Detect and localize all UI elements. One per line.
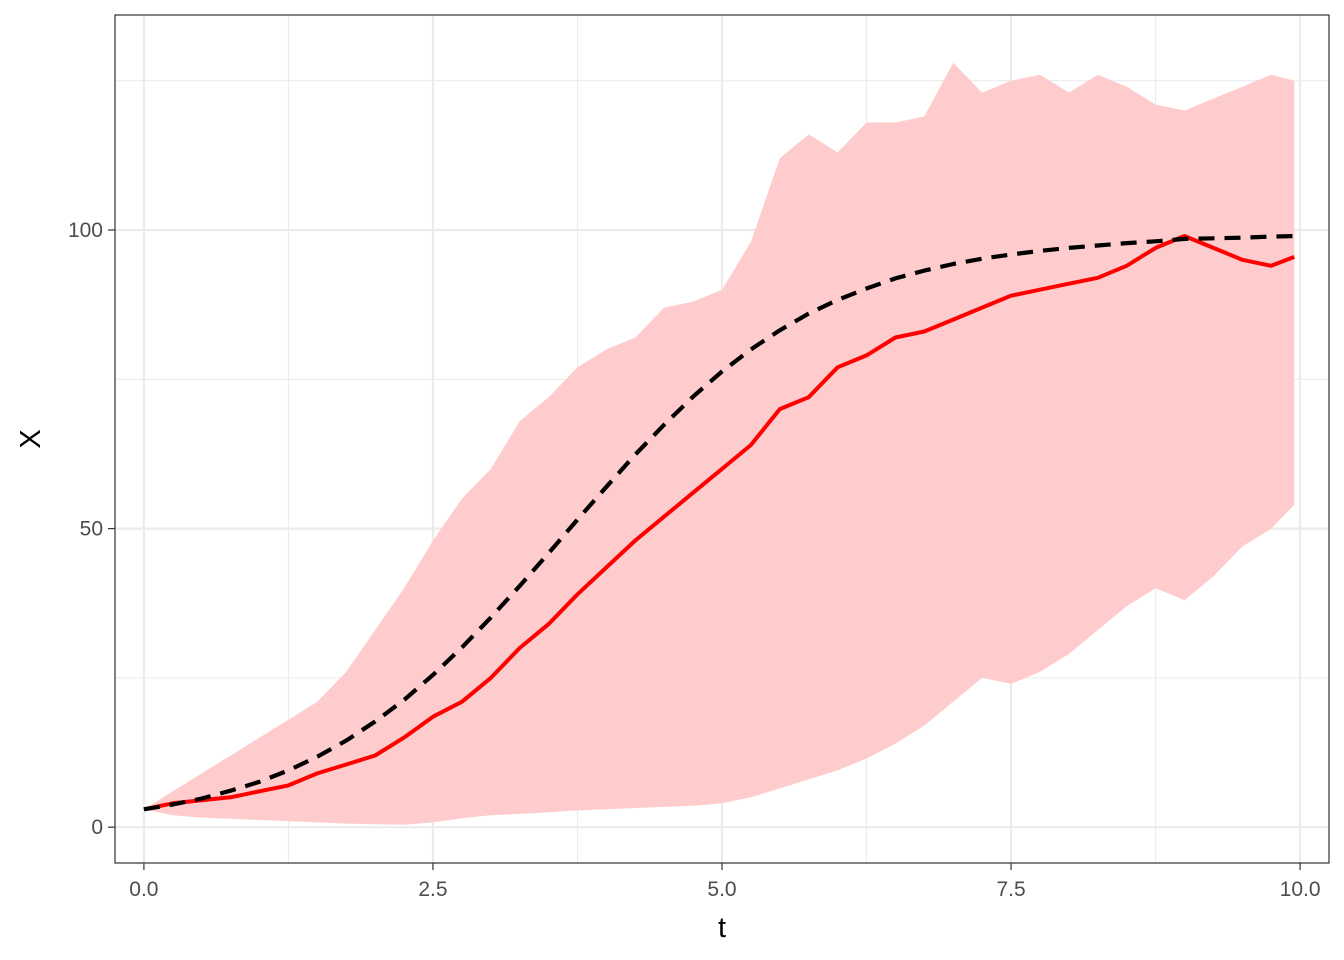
y-axis: 0 50 100 xyxy=(68,219,115,839)
y-axis-title: X xyxy=(15,429,47,448)
y-tick-label: 100 xyxy=(68,219,103,242)
plot-area xyxy=(143,62,1301,825)
x-tick-label: 7.5 xyxy=(996,878,1025,901)
x-axis-title: t xyxy=(718,912,726,944)
x-tick-label: 0.0 xyxy=(129,878,158,901)
y-tick-label: 0 xyxy=(91,816,103,839)
series-line-simulated-mean xyxy=(143,234,1296,812)
x-axis: 0.0 2.5 5.0 7.5 10.0 xyxy=(129,863,1321,901)
series-line-reference xyxy=(143,233,1301,812)
x-tick-label: 10.0 xyxy=(1280,878,1321,901)
x-tick-label: 5.0 xyxy=(707,878,736,901)
y-tick-label: 50 xyxy=(80,518,103,541)
x-tick-label: 2.5 xyxy=(418,878,447,901)
